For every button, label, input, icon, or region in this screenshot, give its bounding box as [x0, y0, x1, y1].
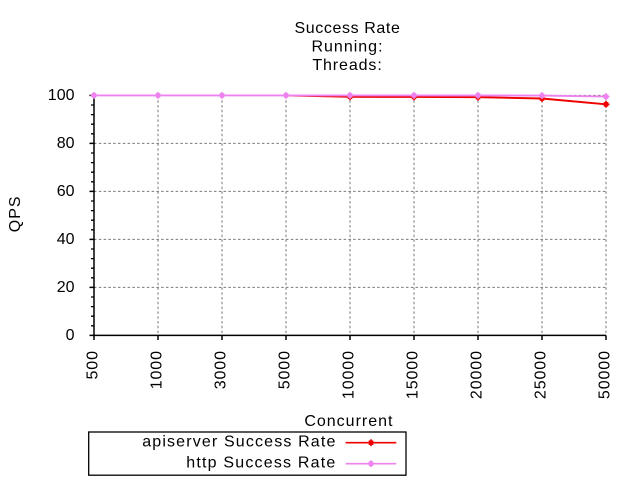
svg-text:5000: 5000: [277, 350, 294, 389]
svg-text:500: 500: [85, 350, 102, 379]
svg-text:40: 40: [57, 231, 75, 248]
svg-text:25000: 25000: [533, 350, 550, 399]
svg-text:QPS: QPS: [7, 195, 24, 232]
svg-text:apiserver Success Rate: apiserver Success Rate: [142, 434, 336, 451]
svg-text:Running:: Running:: [311, 38, 383, 55]
svg-text:1000: 1000: [149, 350, 166, 389]
svg-text:20: 20: [57, 279, 75, 296]
svg-text:20000: 20000: [469, 350, 486, 399]
svg-text:80: 80: [57, 135, 75, 152]
svg-text:Concurrent: Concurrent: [304, 413, 393, 430]
svg-text:100: 100: [48, 87, 75, 104]
svg-text:Threads:: Threads:: [312, 57, 382, 74]
svg-text:10000: 10000: [341, 350, 358, 399]
svg-text:50000: 50000: [597, 350, 614, 399]
svg-text:3000: 3000: [213, 350, 230, 389]
svg-text:60: 60: [57, 183, 75, 200]
svg-text:0: 0: [66, 327, 75, 344]
svg-text:http Success Rate: http Success Rate: [186, 455, 336, 472]
svg-text:15000: 15000: [405, 350, 422, 399]
svg-text:Success Rate: Success Rate: [295, 20, 401, 37]
